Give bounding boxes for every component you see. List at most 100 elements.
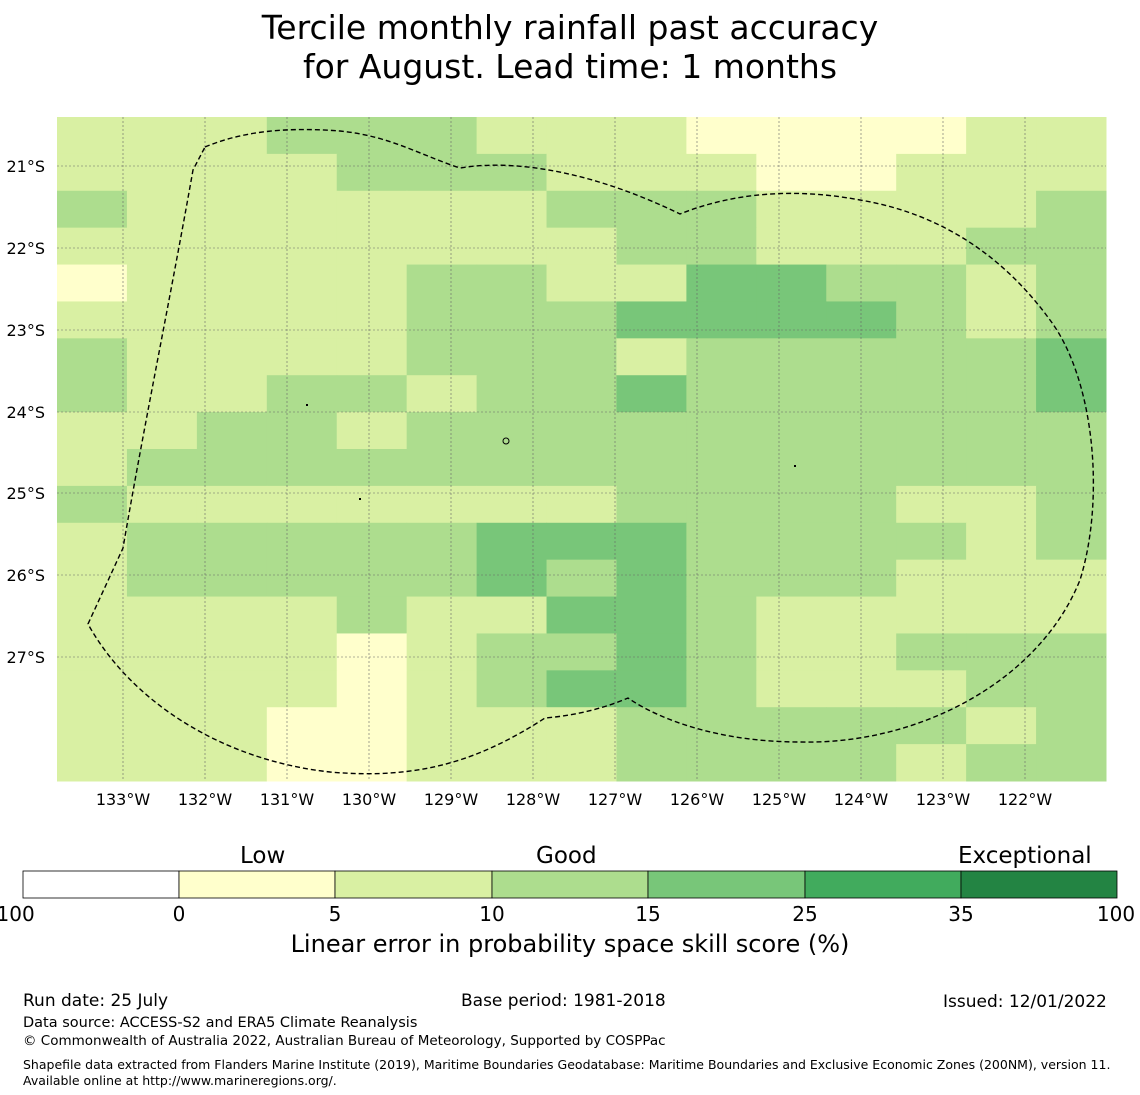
grid-cell (966, 264, 1037, 302)
grid-cell (126, 227, 198, 266)
copyright: © Commonwealth of Australia 2022, Austra… (23, 1033, 666, 1049)
grid-cell (826, 153, 897, 192)
colorbar-category-exceptional: Exceptional (958, 843, 1092, 869)
grid-cell (126, 117, 198, 155)
shapefile-credit: Shapefile data extracted from Flanders M… (23, 1057, 1111, 1088)
grid-cell (826, 596, 897, 634)
grid-cell (756, 670, 827, 708)
grid-cell (896, 596, 967, 634)
latitude-label: 21°S (6, 157, 45, 176)
grid-cell (546, 153, 617, 192)
grid-cell (686, 375, 757, 413)
grid-cell (826, 707, 897, 745)
grid-cell (336, 301, 408, 339)
grid-cell (126, 190, 198, 229)
grid-cell (546, 522, 617, 561)
grid-cell (756, 596, 827, 634)
grid-cell (756, 744, 827, 782)
colorbar-title: Linear error in probability space skill … (290, 930, 850, 958)
grid-cell (896, 117, 967, 155)
longitude-label: 130°W (342, 790, 397, 809)
grid-cell (476, 485, 548, 524)
colorbar-segment (491, 870, 649, 899)
grid-cell (1036, 522, 1107, 561)
grid-cell (686, 633, 757, 671)
island-marker (794, 465, 796, 467)
grid-cell (756, 707, 827, 745)
grid-cell (966, 559, 1037, 598)
grid-cell (57, 264, 128, 302)
grid-cell (266, 744, 338, 782)
island-marker (359, 498, 361, 500)
grid-cell (126, 596, 198, 634)
grid-cell (196, 227, 268, 266)
grid-cell (336, 485, 408, 524)
grid-cell (196, 485, 268, 524)
grid-cell (266, 670, 338, 708)
grid-cell (756, 449, 827, 487)
grid-cell (756, 264, 827, 302)
grid-cell (57, 190, 128, 229)
grid-cell (57, 522, 128, 561)
grid-cell (406, 485, 478, 524)
grid-cell (616, 190, 687, 229)
grid-cell (966, 412, 1037, 450)
grid-cell (476, 707, 548, 745)
grid-cell (756, 227, 827, 266)
grid-cell (756, 338, 827, 376)
grid-cell (126, 744, 198, 782)
grid-cell (406, 117, 478, 155)
grid-cell (266, 338, 338, 376)
grid-cell (336, 338, 408, 376)
longitude-label: 126°W (670, 790, 725, 809)
grid-cell (126, 375, 198, 413)
grid-cell (1036, 485, 1107, 524)
grid-cell (896, 744, 967, 782)
grid-cell (196, 153, 268, 192)
grid-cell (336, 559, 408, 598)
grid-cell (756, 633, 827, 671)
grid-cell (336, 153, 408, 192)
grid-cell (126, 559, 198, 598)
grid-cell (966, 670, 1037, 708)
grid-cell (616, 227, 687, 266)
grid-cell (126, 338, 198, 376)
grid-cell (966, 707, 1037, 745)
grid-cell (616, 670, 687, 708)
grid-cell (616, 522, 687, 561)
grid-cell (896, 227, 967, 266)
grid-cell (756, 522, 827, 561)
longitude-label: 127°W (588, 790, 643, 809)
grid-cell (896, 449, 967, 487)
grid-cell (826, 449, 897, 487)
grid-cell (476, 559, 548, 598)
grid-cell (57, 338, 128, 376)
grid-cell (756, 153, 827, 192)
grid-cell (126, 449, 198, 487)
grid-cell (57, 633, 128, 671)
grid-cell (126, 633, 198, 671)
grid-cell (57, 117, 128, 155)
grid-cell (896, 522, 967, 561)
eez-boundary (87, 128, 1095, 775)
grid-cell (266, 522, 338, 561)
grid-cell (266, 559, 338, 598)
grid-cell (966, 153, 1037, 192)
grid-cell (826, 264, 897, 302)
grid-cell (546, 707, 617, 745)
grid-cell (1036, 190, 1107, 229)
grid-cell (1036, 449, 1107, 487)
grid-cell (1036, 227, 1107, 266)
grid-cell (57, 559, 128, 598)
grid-cell (196, 633, 268, 671)
colorbar-tick: 15 (635, 902, 661, 926)
grid-cell (546, 117, 617, 155)
grid-cell (476, 375, 548, 413)
grid-cell (896, 264, 967, 302)
grid-cell (616, 633, 687, 671)
longitude-label: 124°W (834, 790, 889, 809)
grid-cell (826, 670, 897, 708)
grid-cell (686, 338, 757, 376)
grid-cell (546, 412, 617, 450)
grid-cell (196, 338, 268, 376)
